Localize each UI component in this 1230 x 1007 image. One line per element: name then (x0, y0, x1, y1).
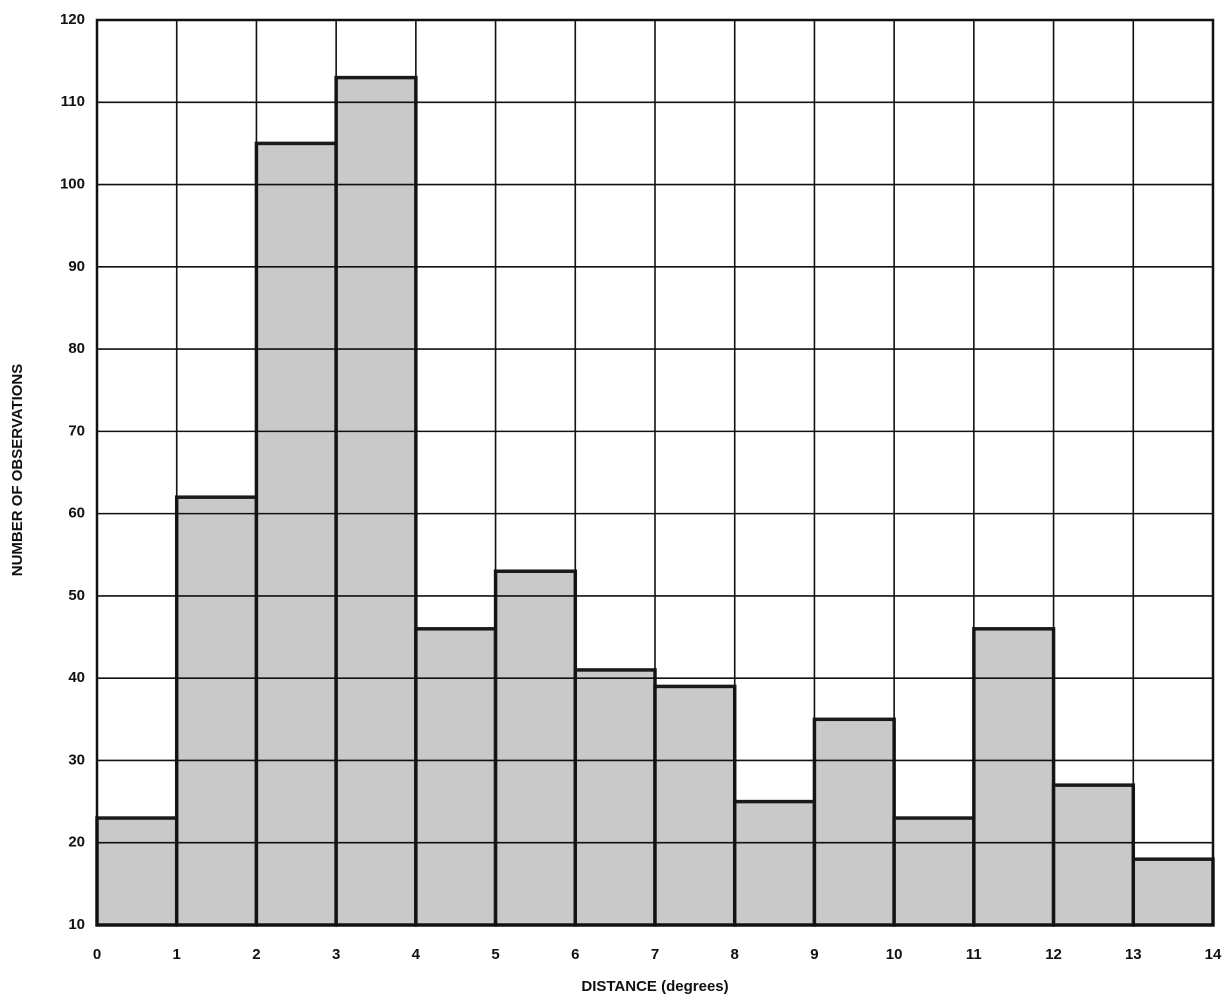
bar (812, 717, 896, 927)
bar (1131, 857, 1215, 927)
x-tick-label: 6 (571, 946, 579, 963)
x-tick-label: 1 (173, 946, 181, 963)
x-axis-label: DISTANCE (degrees) (581, 978, 728, 995)
bar (95, 816, 179, 927)
x-tick-label: 4 (412, 946, 421, 963)
x-tick-label: 3 (332, 946, 340, 963)
x-tick-label: 9 (810, 946, 818, 963)
y-tick-label: 20 (68, 834, 85, 851)
bar (1051, 783, 1136, 927)
x-tick-label: 13 (1125, 946, 1142, 963)
plot-frame (95, 18, 1215, 927)
x-tick-label: 7 (651, 946, 659, 963)
x-tick-label: 10 (886, 946, 903, 963)
x-tick-label: 5 (491, 946, 499, 963)
x-tick-label: 11 (966, 946, 982, 963)
y-tick-label: 40 (68, 669, 85, 686)
x-tick-label: 2 (252, 946, 260, 963)
y-tick-label: 90 (68, 258, 85, 275)
y-tick-label: 80 (68, 340, 85, 357)
x-tick-label: 0 (93, 946, 101, 963)
x-tick-label: 8 (731, 946, 739, 963)
y-tick-label: 50 (68, 587, 85, 604)
y-tick-label: 100 (60, 176, 85, 193)
bar (334, 75, 418, 927)
y-axis-label: NUMBER OF OBSERVATIONS (9, 364, 26, 577)
y-tick-label: 30 (68, 751, 85, 768)
bar (892, 816, 976, 927)
bar (732, 799, 817, 927)
y-tick-label: 60 (68, 505, 85, 522)
y-tick-label: 70 (68, 422, 85, 439)
x-tick-label: 14 (1205, 946, 1222, 963)
bar (972, 627, 1056, 927)
bar (414, 627, 498, 927)
y-tick-label: 10 (68, 916, 85, 933)
bar (653, 684, 737, 927)
x-tick-label: 12 (1045, 946, 1062, 963)
y-tick-label: 110 (61, 93, 85, 110)
bar (254, 141, 338, 927)
y-tick-label: 120 (60, 11, 85, 28)
bar (493, 569, 578, 927)
bar (174, 495, 259, 927)
bar (573, 668, 657, 927)
